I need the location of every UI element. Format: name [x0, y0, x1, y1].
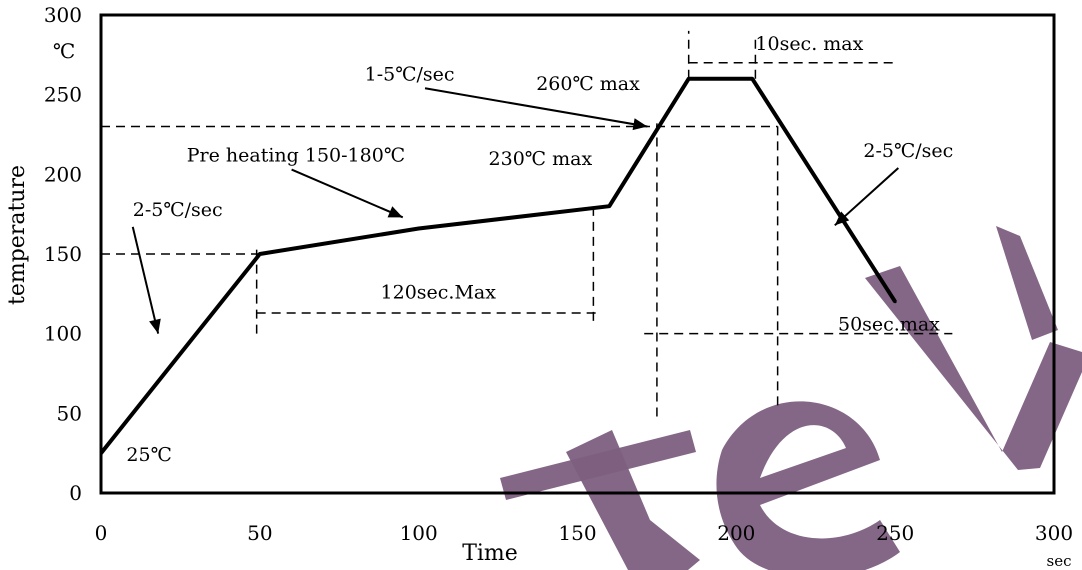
series-point-0-0	[99, 451, 103, 455]
series-line-0	[99, 76, 897, 455]
annotation-label: 260℃ max	[536, 73, 640, 95]
series-point-0-6	[893, 300, 897, 304]
x-unit-label: sec	[1047, 552, 1072, 570]
series-point-0-4	[687, 77, 691, 81]
x-tick-label: 300	[1035, 521, 1073, 545]
y-tick-label: 150	[44, 242, 82, 266]
y-tick-label: 50	[57, 401, 82, 425]
watermark-letter-y	[865, 266, 1082, 470]
watermark-letters	[500, 226, 1082, 570]
y-tick-label: 100	[44, 322, 82, 346]
arrow-shaft-2	[424, 87, 648, 128]
annotation-label: 50sec.max	[838, 313, 940, 335]
watermark-letter-e	[716, 401, 900, 570]
y-tick-label: 300	[44, 3, 82, 27]
y-tick-labels: 0 50 100 150 200 250 300	[44, 3, 82, 505]
x-axis-label: Time	[462, 541, 518, 566]
annotation-label: Pre heating 150-180℃	[187, 145, 405, 167]
arrow-shaft-3	[834, 167, 900, 227]
arrow-head-2	[632, 118, 648, 131]
x-tick-label: 100	[400, 521, 438, 545]
arrow-head-0	[149, 318, 161, 334]
annotation-labels: 25℃ 2-5℃/sec Pre heating 150-180℃ 120sec.Ma…	[126, 33, 953, 466]
y-unit-label: ℃	[53, 39, 75, 63]
x-tick-label: 250	[876, 521, 914, 545]
arrow-shaft-0	[131, 226, 160, 334]
x-tick-label: 50	[247, 521, 272, 545]
annotation-label: 25℃	[126, 444, 171, 466]
annotation-label: 2-5℃/sec	[133, 199, 223, 221]
series-point-0-2	[417, 227, 421, 231]
series-point-0-3	[607, 204, 611, 208]
x-tick-label: 150	[558, 521, 596, 545]
series-point-0-1	[258, 252, 262, 256]
watermark-letter-y-arm	[996, 226, 1058, 340]
annotation-arrows	[131, 87, 900, 334]
y-tick-label: 200	[44, 162, 82, 186]
x-tick-labels: 0 50 100 150 200 250 300	[95, 521, 1073, 545]
reference-lines	[101, 30, 953, 417]
series-group	[99, 76, 897, 455]
y-tick-label: 0	[69, 481, 82, 505]
x-tick-label: 200	[717, 521, 755, 545]
arrow-shaft-1	[291, 168, 404, 219]
annotation-label: 10sec. max	[755, 33, 863, 55]
annotation-label: 1-5℃/sec	[365, 63, 455, 85]
y-axis-label: temperature	[5, 165, 30, 305]
series-point-0-5	[750, 77, 754, 81]
x-tick-label: 0	[95, 521, 108, 545]
annotation-label: 2-5℃/sec	[863, 140, 953, 162]
annotation-label: 120sec.Max	[381, 282, 497, 304]
y-tick-label: 250	[44, 83, 82, 107]
watermark-letter-t-bar	[500, 430, 696, 500]
arrow-head-1	[387, 206, 403, 218]
arrow-head-3	[834, 211, 850, 226]
annotation-label: 230℃ max	[489, 148, 593, 170]
